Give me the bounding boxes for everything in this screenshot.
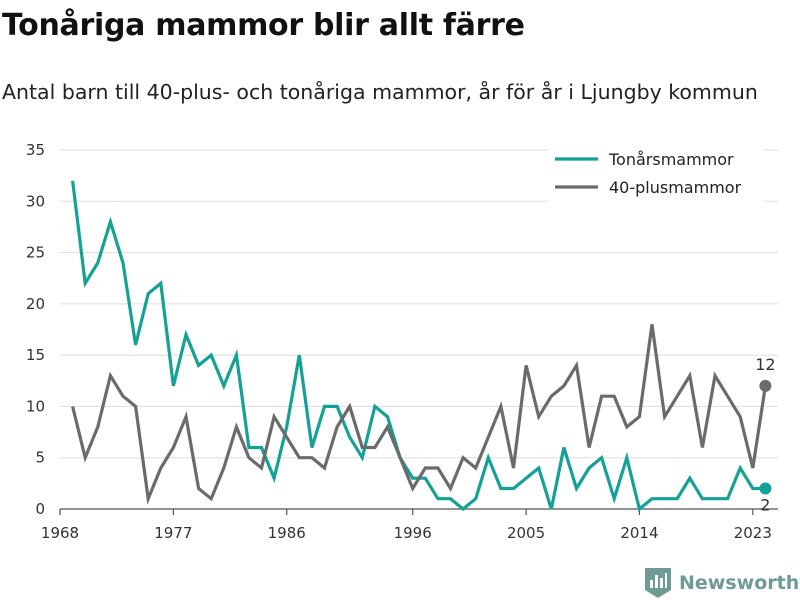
y-tick-label: 30: [26, 192, 45, 210]
chart-subtitle: Antal barn till 40-plus- och tonåriga ma…: [2, 80, 758, 104]
brand-name: Newsworthy: [679, 572, 800, 594]
end-label-40-plusmammor: 12: [755, 355, 775, 374]
end-point-ton-rsmammor: [759, 482, 772, 495]
y-tick-label: 20: [26, 295, 45, 313]
legend-label: Tonårsmammor: [608, 150, 734, 169]
x-tick-label: 1986: [268, 524, 306, 542]
end-point-40-plusmammor: [759, 379, 772, 392]
y-tick-label: 5: [35, 449, 45, 467]
x-tick-label: 1996: [394, 524, 432, 542]
series-lines: [71, 180, 767, 512]
x-tick-label: 2005: [507, 524, 545, 542]
end-label-ton-rsmammor: 2: [760, 495, 770, 514]
end-labels: 2 12: [755, 355, 775, 515]
chart-title: Tonåriga mammor blir allt färre: [2, 8, 525, 43]
series-line-ton-rsmammor: [71, 180, 766, 512]
legend: Tonårsmammor 40-plusmammor: [548, 143, 764, 203]
y-tick-label: 10: [26, 397, 45, 415]
legend-label: 40-plusmammor: [609, 178, 742, 197]
newsworthy-brand: Newsworthy: [645, 568, 800, 598]
x-tick-label: 1977: [154, 524, 192, 542]
legend-background: [548, 143, 764, 203]
x-tick-label: 2023: [734, 524, 772, 542]
newsworthy-logo-icon: [645, 568, 671, 598]
y-tick-label: 35: [26, 141, 45, 159]
axes: 0 5 10 15 20 25 30 35 1968 1977 1986 1996 2005 2014 20…: [26, 141, 778, 542]
series-line-40-plusmammor: [71, 324, 767, 505]
x-tick-label: 1968: [41, 524, 79, 542]
y-tick-label: 25: [26, 244, 45, 262]
y-tick-label: 0: [35, 500, 45, 518]
y-tick-label: 15: [26, 346, 45, 364]
x-tick-label: 2014: [620, 524, 658, 542]
